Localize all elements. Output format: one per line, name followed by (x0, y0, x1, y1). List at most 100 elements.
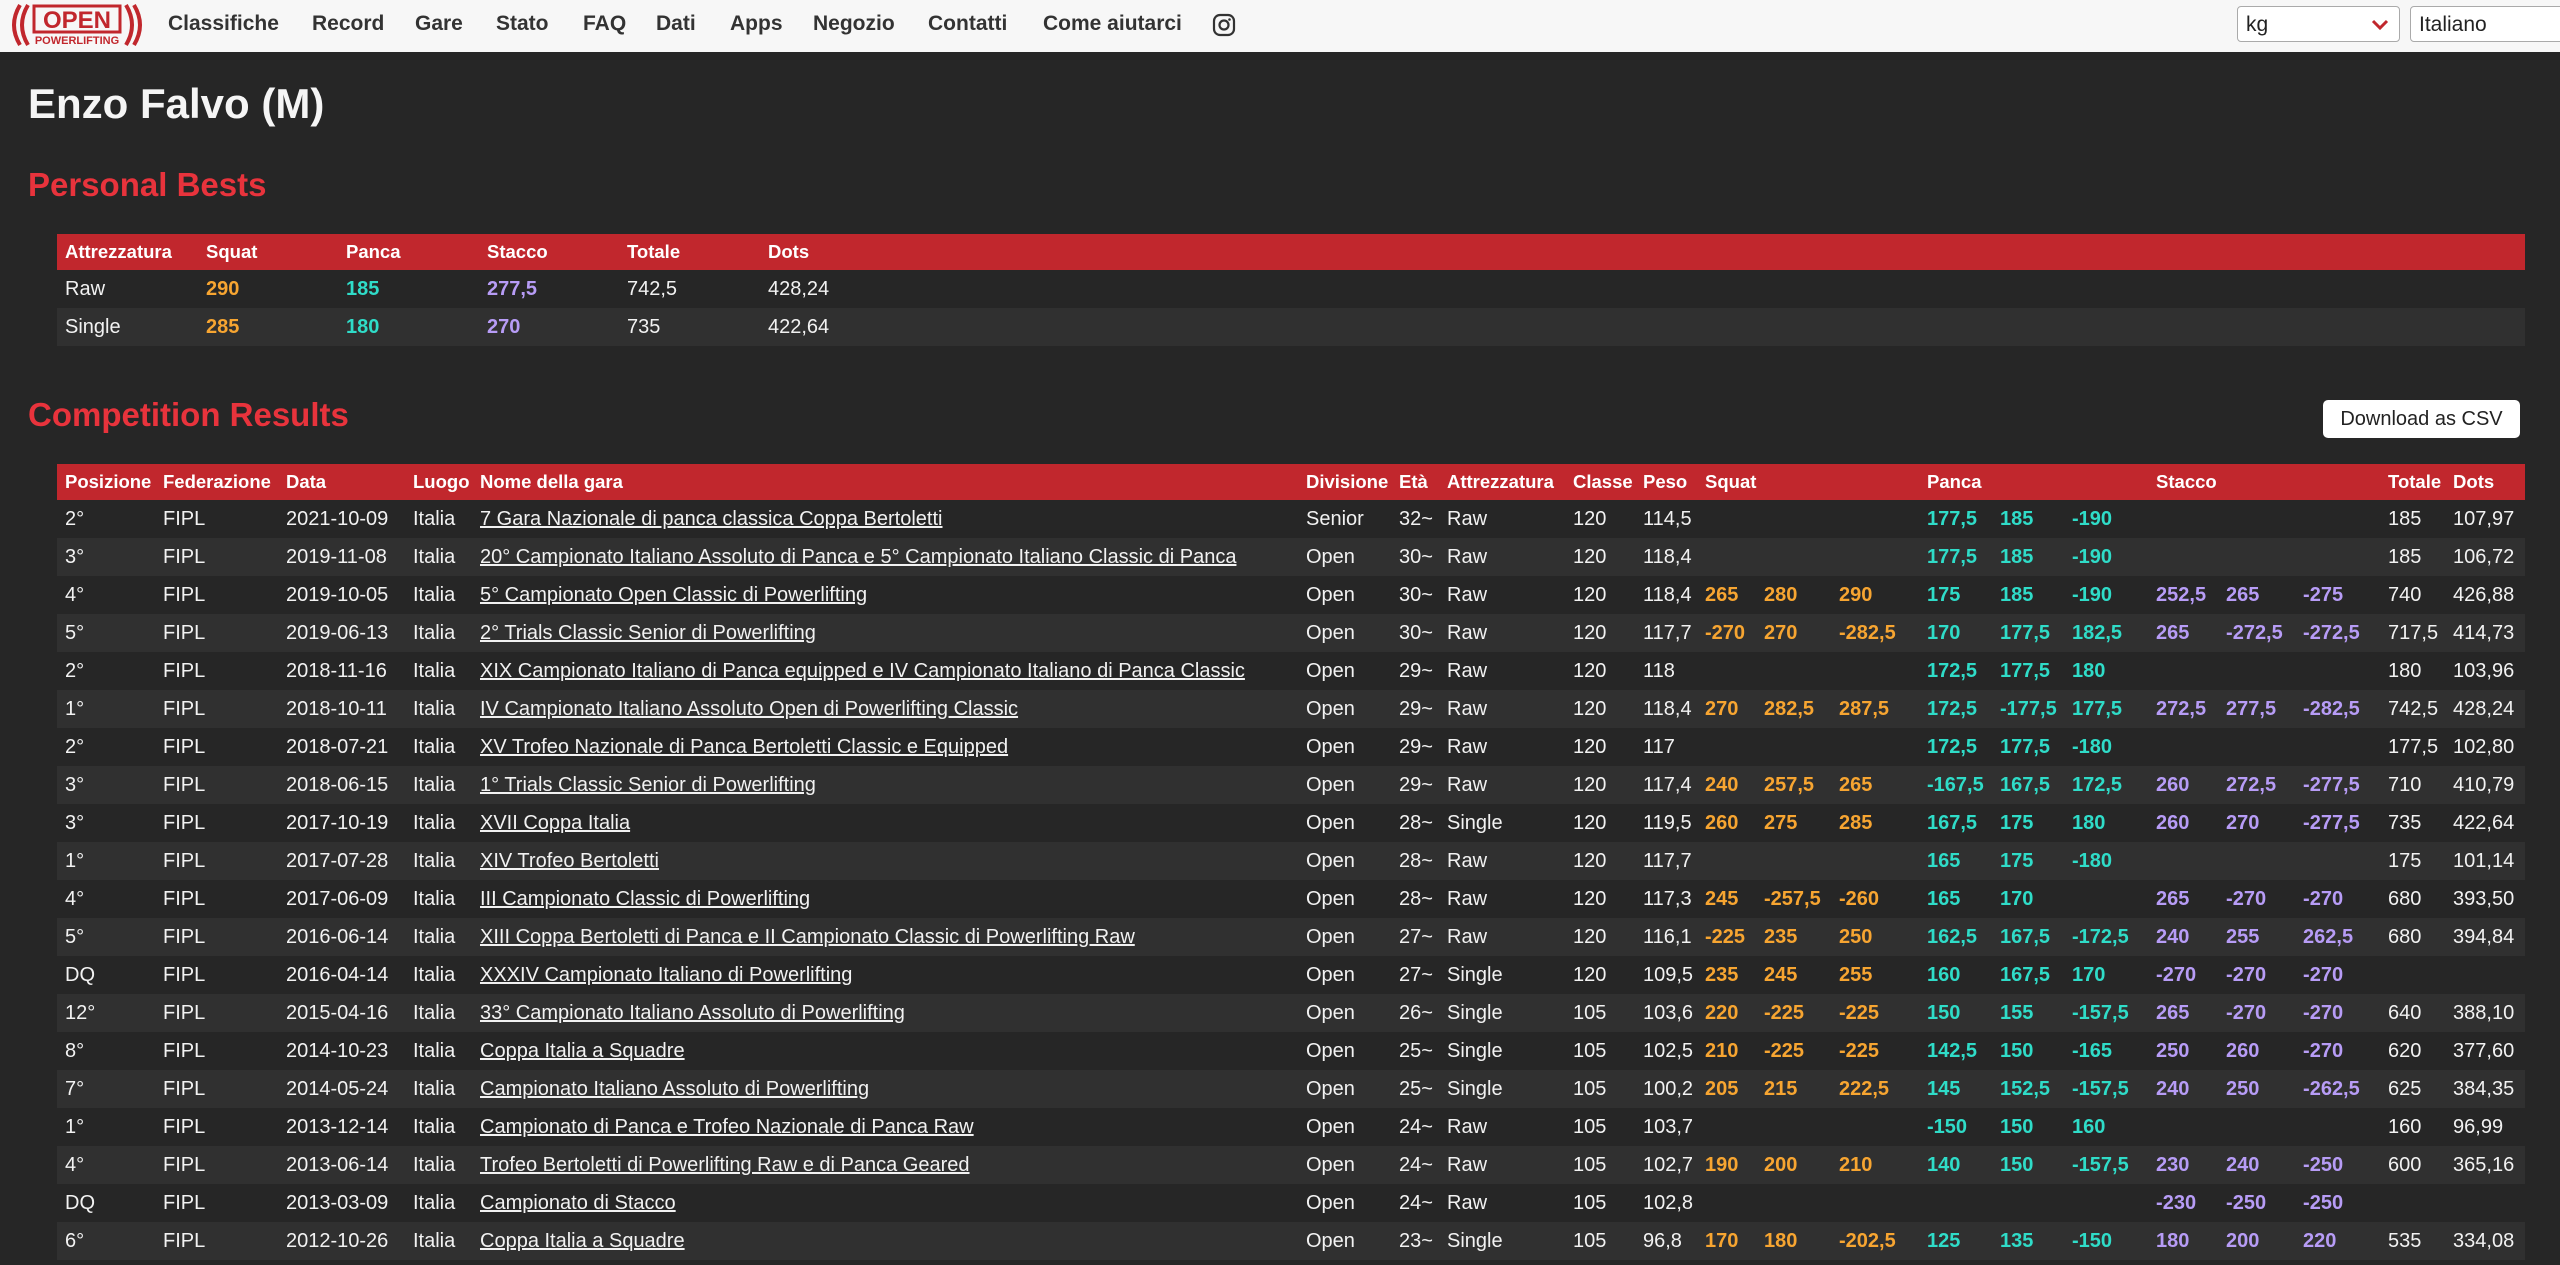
results-table: PosizioneFederazioneDataLuogoNome della … (57, 464, 2525, 1260)
row: 1°FIPL2018-10-11ItaliaIV Campionato Ital… (57, 690, 2525, 728)
meet-link[interactable]: XV Trofeo Nazionale di Panca Bertoletti … (480, 736, 1008, 758)
cell: Single (1439, 804, 1565, 842)
meet-link[interactable]: Coppa Italia a Squadre (480, 1230, 685, 1252)
cell: 2016-06-14 (278, 918, 405, 956)
meet-link[interactable]: XVII Coppa Italia (480, 812, 630, 834)
nav-link[interactable]: Apps (730, 12, 783, 36)
meet-link[interactable]: Campionato Italiano Assoluto di Powerlif… (480, 1078, 869, 1100)
cell: 287,5 (1831, 690, 1919, 728)
cell: FIPL (155, 614, 278, 652)
meet-link[interactable]: 7 Gara Nazionale di panca classica Coppa… (480, 508, 942, 530)
logo-subtext: POWERLIFTING (35, 35, 119, 47)
instagram-icon[interactable] (1212, 13, 1236, 37)
cell: 260 (2218, 1032, 2295, 1070)
cell: 3° (57, 804, 155, 842)
cell (1697, 1184, 1756, 1222)
cell: 2017-10-19 (278, 804, 405, 842)
meet-link[interactable]: Campionato di Panca e Trofeo Nazionale d… (480, 1116, 974, 1138)
cell: Single (1439, 1032, 1565, 1070)
cell (1919, 1184, 1992, 1222)
cell: 118,4 (1635, 690, 1697, 728)
meet-link[interactable]: Trofeo Bertoletti di Powerlifting Raw e … (480, 1154, 970, 1176)
nav-link[interactable]: Dati (656, 12, 696, 36)
cell: 210 (1697, 1032, 1756, 1070)
row: 8°FIPL2014-10-23ItaliaCoppa Italia a Squ… (57, 1032, 2525, 1070)
units-select[interactable]: kg (2237, 6, 2400, 42)
nav-link[interactable]: FAQ (583, 12, 626, 36)
column-header: Panca (1919, 464, 2148, 500)
cell: Raw (1439, 880, 1565, 918)
cell: 2014-10-23 (278, 1032, 405, 1070)
cell: 220 (1697, 994, 1756, 1032)
cell: 220 (2295, 1222, 2380, 1260)
cell: 240 (2148, 1070, 2218, 1108)
meet-link[interactable]: Coppa Italia a Squadre (480, 1040, 685, 1062)
cell (1831, 728, 1919, 766)
nav-link[interactable]: Classifiche (168, 12, 279, 36)
nav-link[interactable]: Gare (415, 12, 463, 36)
cell: 177,5 (2380, 728, 2445, 766)
cell: -282,5 (2295, 690, 2380, 728)
nav-link[interactable]: Contatti (928, 12, 1007, 36)
nav-link[interactable]: Stato (496, 12, 549, 36)
meet-link[interactable]: XXXIV Campionato Italiano di Powerliftin… (480, 964, 852, 986)
cell: Raw (1439, 1108, 1565, 1146)
meet-link[interactable]: 5° Campionato Open Classic di Powerlifti… (480, 584, 867, 606)
nav-link[interactable]: Come aiutarci (1043, 12, 1182, 36)
cell: -270 (2295, 880, 2380, 918)
cell: Single (1439, 1222, 1565, 1260)
cell: 422,64 (2445, 804, 2525, 842)
download-button[interactable]: Download as CSV (2323, 400, 2520, 438)
meet-link[interactable]: 20° Campionato Italiano Assoluto di Panc… (480, 546, 1236, 568)
row: Raw290185277,5742,5428,24 (57, 270, 2525, 308)
cell: Raw (1439, 500, 1565, 538)
cell: Open (1298, 728, 1391, 766)
table-body: 2°FIPL2021-10-09Italia7 Gara Nazionale d… (57, 500, 2525, 1260)
cell: -270 (2218, 956, 2295, 994)
meet-link[interactable]: 2° Trials Classic Senior di Powerlifting (480, 622, 816, 644)
cell: Open (1298, 956, 1391, 994)
cell: 1° (57, 690, 155, 728)
cell: Raw (1439, 652, 1565, 690)
column-header: Data (278, 464, 405, 500)
cell: 180 (2148, 1222, 2218, 1260)
meet-link[interactable]: Campionato di Stacco (480, 1192, 676, 1214)
cell: 155 (1992, 994, 2064, 1032)
cell: 172,5 (1919, 728, 1992, 766)
cell: XXXIV Campionato Italiano di Powerliftin… (472, 956, 1298, 994)
cell: 175 (1992, 804, 2064, 842)
cell: 600 (2380, 1146, 2445, 1184)
meet-link[interactable]: XIX Campionato Italiano di Panca equippe… (480, 660, 1245, 682)
nav-link[interactable]: Negozio (813, 12, 895, 36)
cell: 2019-06-13 (278, 614, 405, 652)
cell (2218, 1108, 2295, 1146)
cell: 120 (1565, 500, 1635, 538)
meet-link[interactable]: 33° Campionato Italiano Assoluto di Powe… (480, 1002, 905, 1024)
cell: 105 (1565, 1032, 1635, 1070)
cell: Senior (1298, 500, 1391, 538)
cell: 270 (1756, 614, 1831, 652)
cell: 175 (1992, 842, 2064, 880)
cell: 245 (1756, 956, 1831, 994)
meet-link[interactable]: XIV Trofeo Bertoletti (480, 850, 659, 872)
meet-link[interactable]: IV Campionato Italiano Assoluto Open di … (480, 698, 1018, 720)
column-header: Squat (1697, 464, 1919, 500)
cell: 272,5 (2148, 690, 2218, 728)
cell: 270 (1697, 690, 1756, 728)
cell: Open (1298, 1070, 1391, 1108)
cell: Raw (1439, 576, 1565, 614)
cell: 177,5 (1992, 728, 2064, 766)
logo[interactable]: OPEN POWERLIFTING (6, 2, 148, 48)
cell: DQ (57, 956, 155, 994)
cell: 272,5 (2218, 766, 2295, 804)
meet-link[interactable]: 1° Trials Classic Senior di Powerlifting (480, 774, 816, 796)
cell: 4° (57, 576, 155, 614)
cell: 170 (1919, 614, 1992, 652)
meet-link[interactable]: III Campionato Classic di Powerlifting (480, 888, 810, 910)
meet-link[interactable]: XIII Coppa Bertoletti di Panca e II Camp… (480, 926, 1135, 948)
cell: 180 (2064, 652, 2148, 690)
cell: -180 (2064, 728, 2148, 766)
language-select[interactable]: Italiano (2410, 6, 2560, 42)
nav-link[interactable]: Record (312, 12, 384, 36)
